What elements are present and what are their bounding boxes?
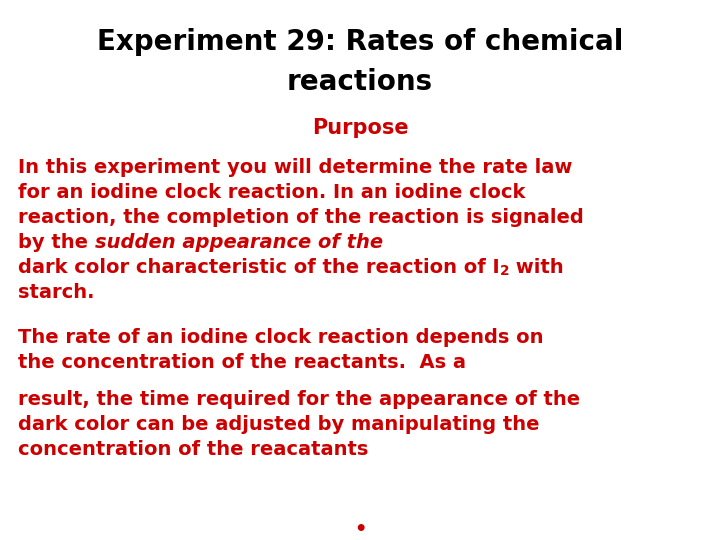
Text: dark color characteristic of the reaction of I: dark color characteristic of the reactio… bbox=[18, 258, 500, 277]
Text: the concentration of the reactants.  As a: the concentration of the reactants. As a bbox=[18, 353, 466, 372]
Text: for an iodine clock reaction. In an iodine clock: for an iodine clock reaction. In an iodi… bbox=[18, 183, 526, 202]
Text: In this experiment you will determine the rate law: In this experiment you will determine th… bbox=[18, 158, 572, 177]
Text: with: with bbox=[509, 258, 564, 277]
Text: 2: 2 bbox=[500, 264, 509, 278]
Text: Experiment 29: Rates of chemical: Experiment 29: Rates of chemical bbox=[96, 28, 624, 56]
Text: concentration of the reacatants: concentration of the reacatants bbox=[18, 440, 369, 459]
Text: reaction, the completion of the reaction is signaled: reaction, the completion of the reaction… bbox=[18, 208, 584, 227]
Text: by the: by the bbox=[18, 233, 95, 252]
Text: result, the time required for the appearance of the: result, the time required for the appear… bbox=[18, 390, 580, 409]
Text: Purpose: Purpose bbox=[312, 118, 408, 138]
Text: reactions: reactions bbox=[287, 68, 433, 96]
Text: starch.: starch. bbox=[18, 283, 94, 302]
Text: sudden appearance of the: sudden appearance of the bbox=[95, 233, 383, 252]
Text: •: • bbox=[354, 520, 366, 539]
Text: dark color can be adjusted by manipulating the: dark color can be adjusted by manipulati… bbox=[18, 415, 539, 434]
Text: The rate of an iodine clock reaction depends on: The rate of an iodine clock reaction dep… bbox=[18, 328, 544, 347]
